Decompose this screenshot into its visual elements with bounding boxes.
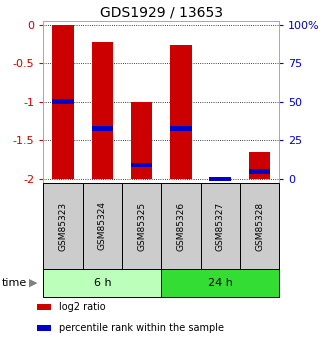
Bar: [210, 177, 231, 181]
Bar: [170, 127, 192, 131]
Bar: [91, 127, 113, 131]
Bar: [37, 325, 51, 331]
Bar: [43, 269, 161, 297]
Bar: [52, 24, 74, 179]
Bar: [91, 41, 113, 179]
Bar: [170, 46, 192, 179]
Text: percentile rank within the sample: percentile rank within the sample: [59, 323, 224, 333]
Text: GSM85324: GSM85324: [98, 201, 107, 250]
Bar: [161, 269, 279, 297]
Text: 24 h: 24 h: [208, 278, 233, 288]
Text: GSM85328: GSM85328: [255, 201, 264, 250]
Bar: [83, 183, 122, 269]
Text: GSM85326: GSM85326: [177, 201, 186, 250]
Text: 6 h: 6 h: [93, 278, 111, 288]
Text: ▶: ▶: [30, 278, 38, 288]
Bar: [37, 304, 51, 310]
Text: log2 ratio: log2 ratio: [59, 302, 105, 312]
Text: GSM85327: GSM85327: [216, 201, 225, 250]
Bar: [131, 102, 152, 179]
Bar: [161, 183, 201, 269]
Text: time: time: [2, 278, 27, 288]
Bar: [249, 152, 270, 179]
Bar: [43, 183, 82, 269]
Bar: [122, 183, 161, 269]
Bar: [240, 183, 279, 269]
Title: GDS1929 / 13653: GDS1929 / 13653: [100, 6, 223, 20]
Text: GSM85325: GSM85325: [137, 201, 146, 250]
Bar: [52, 99, 74, 104]
Bar: [249, 169, 270, 174]
Text: GSM85323: GSM85323: [58, 201, 67, 250]
Bar: [201, 183, 240, 269]
Bar: [131, 163, 152, 167]
